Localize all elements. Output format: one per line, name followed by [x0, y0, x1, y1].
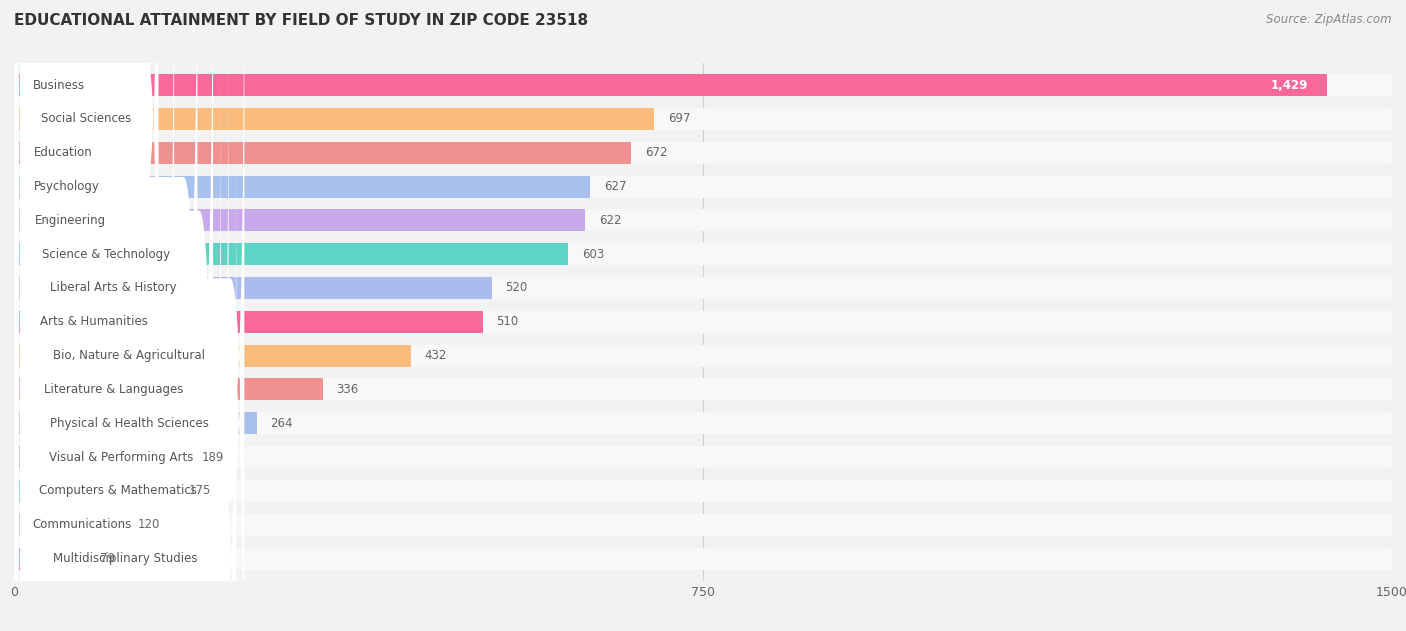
Bar — [14, 243, 568, 265]
Text: Psychology: Psychology — [34, 180, 100, 193]
Text: Engineering: Engineering — [35, 214, 107, 227]
Bar — [14, 209, 585, 232]
Bar — [14, 277, 492, 299]
Text: EDUCATIONAL ATTAINMENT BY FIELD OF STUDY IN ZIP CODE 23518: EDUCATIONAL ATTAINMENT BY FIELD OF STUDY… — [14, 13, 588, 28]
FancyBboxPatch shape — [14, 0, 120, 616]
Text: 175: 175 — [188, 485, 211, 497]
Bar — [14, 311, 482, 333]
Text: Science & Technology: Science & Technology — [42, 248, 170, 261]
FancyBboxPatch shape — [14, 129, 236, 631]
FancyBboxPatch shape — [14, 0, 197, 631]
Text: Physical & Health Sciences: Physical & Health Sciences — [49, 416, 208, 430]
Bar — [14, 142, 1392, 163]
Bar — [14, 175, 591, 198]
FancyBboxPatch shape — [14, 0, 174, 631]
Text: Business: Business — [32, 79, 86, 91]
Text: 79: 79 — [100, 552, 115, 565]
Text: 120: 120 — [138, 518, 160, 531]
Text: Computers & Mathematics: Computers & Mathematics — [38, 485, 197, 497]
Text: 672: 672 — [645, 146, 668, 159]
FancyBboxPatch shape — [14, 0, 128, 631]
FancyBboxPatch shape — [14, 95, 150, 631]
Bar — [14, 209, 1392, 232]
Text: 697: 697 — [668, 112, 690, 126]
Bar — [14, 514, 124, 536]
Text: Social Sciences: Social Sciences — [41, 112, 131, 126]
FancyBboxPatch shape — [14, 0, 245, 631]
Bar — [14, 548, 1392, 570]
Text: 520: 520 — [506, 281, 527, 295]
Bar — [14, 311, 1392, 333]
Bar — [14, 108, 1392, 130]
FancyBboxPatch shape — [14, 0, 245, 631]
Text: Source: ZipAtlas.com: Source: ZipAtlas.com — [1267, 13, 1392, 26]
Bar — [14, 480, 1392, 502]
Bar — [14, 175, 1392, 198]
FancyBboxPatch shape — [14, 0, 104, 515]
Text: 336: 336 — [336, 383, 359, 396]
Text: Bio, Nature & Agricultural: Bio, Nature & Agricultural — [53, 349, 205, 362]
Bar — [14, 243, 1392, 265]
Text: Literature & Languages: Literature & Languages — [44, 383, 183, 396]
Bar — [14, 142, 631, 163]
Text: 264: 264 — [270, 416, 292, 430]
Bar — [14, 379, 1392, 401]
Text: 627: 627 — [603, 180, 626, 193]
Bar — [14, 412, 256, 434]
Bar — [14, 480, 174, 502]
Text: 432: 432 — [425, 349, 447, 362]
Text: Visual & Performing Arts: Visual & Performing Arts — [49, 451, 194, 464]
Text: Education: Education — [34, 146, 93, 159]
Bar — [14, 108, 654, 130]
Text: Multidisciplinary Studies: Multidisciplinary Studies — [53, 552, 197, 565]
Bar — [14, 345, 1392, 367]
Text: Communications: Communications — [32, 518, 132, 531]
Bar — [14, 74, 1392, 96]
FancyBboxPatch shape — [14, 0, 112, 582]
Bar — [14, 548, 87, 570]
Text: Arts & Humanities: Arts & Humanities — [41, 316, 148, 328]
Bar — [14, 74, 1327, 96]
Bar — [14, 446, 187, 468]
Text: 622: 622 — [599, 214, 621, 227]
FancyBboxPatch shape — [14, 61, 221, 631]
Text: 189: 189 — [201, 451, 224, 464]
Bar — [14, 379, 323, 401]
Bar — [14, 446, 1392, 468]
FancyBboxPatch shape — [14, 27, 229, 631]
FancyBboxPatch shape — [14, 0, 214, 631]
Bar — [14, 412, 1392, 434]
Bar — [14, 277, 1392, 299]
FancyBboxPatch shape — [14, 0, 214, 631]
Bar — [14, 514, 1392, 536]
FancyBboxPatch shape — [14, 0, 159, 549]
Text: 603: 603 — [582, 248, 605, 261]
Text: 1,429: 1,429 — [1271, 79, 1309, 91]
Bar — [14, 345, 411, 367]
Text: Liberal Arts & History: Liberal Arts & History — [51, 281, 177, 295]
Text: 510: 510 — [496, 316, 519, 328]
